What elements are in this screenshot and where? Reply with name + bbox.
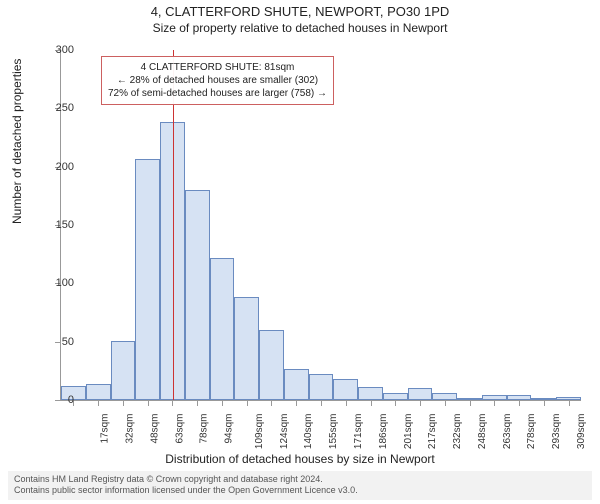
footer: Contains HM Land Registry data © Crown c… [8, 471, 592, 500]
x-tick [321, 400, 322, 406]
histogram-bar [358, 387, 383, 400]
x-tick [271, 400, 272, 406]
y-tick-label: 150 [44, 219, 74, 231]
x-tick-label: 48sqm [149, 414, 160, 444]
x-tick-label: 171sqm [353, 414, 364, 450]
x-tick [395, 400, 396, 406]
y-axis-title: Number of detached properties [10, 59, 24, 224]
x-tick [569, 400, 570, 406]
x-tick-label: 309sqm [576, 414, 587, 450]
x-tick-label: 109sqm [254, 414, 265, 450]
x-tick [371, 400, 372, 406]
x-tick [346, 400, 347, 406]
histogram-bar [234, 297, 259, 400]
annotation-line: 72% of semi-detached houses are larger (… [108, 87, 327, 100]
histogram-bar [111, 341, 136, 401]
x-tick [494, 400, 495, 406]
x-tick [247, 400, 248, 406]
y-tick-label: 200 [44, 161, 74, 173]
histogram-bar [135, 159, 160, 401]
x-tick [222, 400, 223, 406]
x-tick-label: 94sqm [224, 414, 235, 444]
x-tick-label: 124sqm [279, 414, 290, 450]
x-tick [296, 400, 297, 406]
x-tick-label: 186sqm [378, 414, 389, 450]
x-tick [519, 400, 520, 406]
x-tick-label: 140sqm [304, 414, 315, 450]
chart-title: 4, CLATTERFORD SHUTE, NEWPORT, PO30 1PD [0, 4, 600, 19]
x-tick-label: 248sqm [477, 414, 488, 450]
x-tick [123, 400, 124, 406]
x-tick-label: 17sqm [100, 414, 111, 444]
histogram-bar [86, 384, 111, 400]
x-tick [470, 400, 471, 406]
x-tick-label: 63sqm [174, 414, 185, 444]
x-tick-label: 278sqm [526, 414, 537, 450]
x-tick-label: 293sqm [551, 414, 562, 450]
annotation-line: 4 CLATTERFORD SHUTE: 81sqm [108, 61, 327, 74]
histogram-bar [309, 374, 334, 400]
x-axis-title: Distribution of detached houses by size … [0, 452, 600, 466]
y-tick-label: 100 [44, 277, 74, 289]
x-tick [420, 400, 421, 406]
histogram-bar [259, 330, 284, 400]
x-tick-label: 232sqm [452, 414, 463, 450]
histogram-bar [284, 369, 309, 401]
histogram-bar [383, 393, 408, 400]
footer-line2: Contains public sector information licen… [14, 485, 586, 497]
x-tick-label: 263sqm [502, 414, 513, 450]
x-tick [544, 400, 545, 406]
histogram-bar [185, 190, 210, 400]
x-tick [197, 400, 198, 406]
chart-subtitle: Size of property relative to detached ho… [0, 21, 600, 35]
plot-area: 4 CLATTERFORD SHUTE: 81sqm← 28% of detac… [60, 50, 581, 401]
histogram-bar [333, 379, 358, 400]
x-tick [148, 400, 149, 406]
annotation-box: 4 CLATTERFORD SHUTE: 81sqm← 28% of detac… [101, 56, 334, 105]
x-tick-label: 78sqm [199, 414, 210, 444]
footer-line1: Contains HM Land Registry data © Crown c… [14, 474, 586, 486]
x-tick-label: 155sqm [328, 414, 339, 450]
x-tick-label: 32sqm [125, 414, 136, 444]
x-tick [445, 400, 446, 406]
y-tick-label: 250 [44, 102, 74, 114]
histogram-bar [408, 388, 433, 400]
annotation-line: ← 28% of detached houses are smaller (30… [108, 74, 327, 87]
x-tick [98, 400, 99, 406]
x-tick-label: 201sqm [403, 414, 414, 450]
y-tick-label: 0 [44, 394, 74, 406]
x-tick [172, 400, 173, 406]
histogram-bar [210, 258, 235, 400]
histogram-bar [432, 393, 457, 400]
y-tick-label: 50 [44, 336, 74, 348]
y-tick-label: 300 [44, 44, 74, 56]
x-tick-label: 217sqm [427, 414, 438, 450]
plot-wrap: 4 CLATTERFORD SHUTE: 81sqm← 28% of detac… [60, 50, 580, 400]
